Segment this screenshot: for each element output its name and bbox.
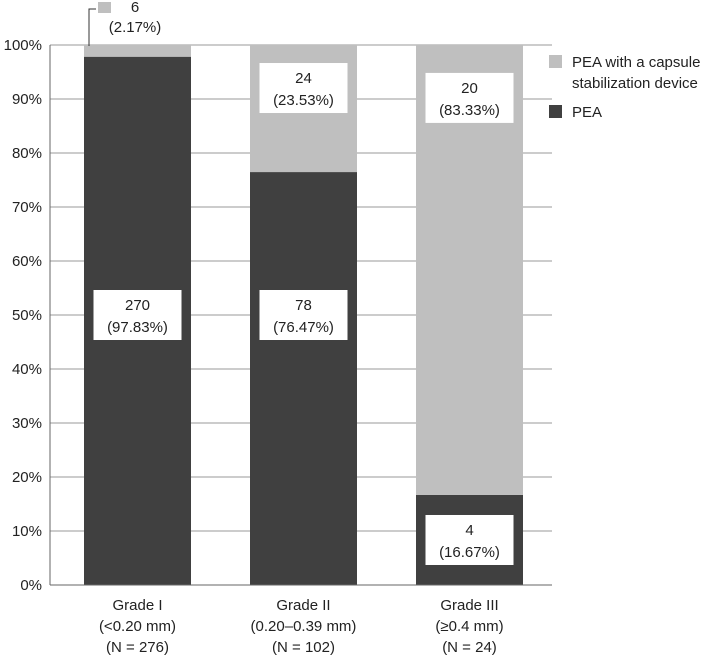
data-label-capsule-1-count: 6	[131, 0, 139, 16]
callout-leader-line	[88, 8, 96, 46]
y-tick-label-80: 80%	[12, 145, 42, 162]
y-tick-label-60: 60%	[12, 253, 42, 270]
data-labels: 270 (97.83%) 78 (76.47%) 4 (16.67%) 24 (23.53%)…	[88, 0, 514, 565]
category-label-3-line-1: Grade III	[440, 597, 498, 614]
data-label-capsule-3-count: 20	[461, 80, 478, 97]
legend-swatch-capsule-device	[549, 55, 562, 68]
data-label-pea-2-percent: (76.47%)	[273, 319, 334, 336]
legend-label-pea: PEA	[572, 104, 602, 121]
y-tick-label-50: 50%	[12, 307, 42, 324]
x-axis-category-labels: Grade I (<0.20 mm) (N = 276) Grade II (0.20–…	[99, 597, 504, 656]
data-label-capsule-3-percent: (83.33%)	[439, 102, 500, 119]
y-tick-label-100: 100%	[4, 37, 42, 54]
data-label-pea-2-box	[259, 290, 348, 340]
y-tick-label-10: 10%	[12, 523, 42, 540]
axes	[49, 45, 552, 586]
data-label-pea-3-percent: (16.67%)	[439, 544, 500, 561]
y-tick-label-40: 40%	[12, 361, 42, 378]
category-label-2-line-3: (N = 102)	[272, 639, 335, 656]
y-tick-label-0: 0%	[20, 577, 42, 594]
category-label-1-line-3: (N = 276)	[106, 639, 169, 656]
data-label-pea-1-box	[93, 290, 182, 340]
y-tick-label-20: 20%	[12, 469, 42, 486]
y-tick-label-70: 70%	[12, 199, 42, 216]
callout-swatch	[98, 2, 111, 13]
category-label-1-line-1: Grade I	[112, 597, 162, 614]
legend-label-capsule-device-line-2: stabilization device	[572, 75, 698, 92]
data-label-capsule-2-count: 24	[295, 70, 312, 87]
legend: PEA with a capsule stabilization device PE…	[549, 54, 700, 121]
data-label-pea-3-box	[425, 514, 514, 565]
legend-swatch-pea	[549, 105, 562, 118]
y-tick-label-30: 30%	[12, 415, 42, 432]
data-label-capsule-2-box	[259, 63, 348, 114]
data-label-pea-3-count: 4	[465, 522, 473, 539]
category-label-3-line-3: (N = 24)	[442, 639, 497, 656]
bar-capsule-device-1	[84, 45, 191, 57]
category-label-3-line-2: (≥0.4 mm)	[435, 618, 503, 635]
data-label-pea-1-percent: (97.83%)	[107, 319, 168, 336]
data-label-pea-2-count: 78	[295, 297, 312, 314]
y-tick-label-90: 90%	[12, 91, 42, 108]
y-axis-tick-labels: 0% 10% 20% 30% 40% 50% 60% 70% 80% 90% 100%	[4, 37, 42, 594]
data-label-capsule-3-box	[425, 72, 514, 123]
category-label-2-line-1: Grade II	[276, 597, 330, 614]
data-label-capsule-2-percent: (23.53%)	[273, 92, 334, 109]
data-label-pea-1-count: 270	[125, 297, 150, 314]
category-label-2-line-2: (0.20–0.39 mm)	[251, 618, 357, 635]
bar-pea-2	[250, 172, 357, 585]
legend-label-capsule-device-line-1: PEA with a capsule	[572, 54, 700, 71]
data-label-capsule-1-percent: (2.17%)	[109, 19, 162, 36]
category-label-1-line-2: (<0.20 mm)	[99, 618, 176, 635]
